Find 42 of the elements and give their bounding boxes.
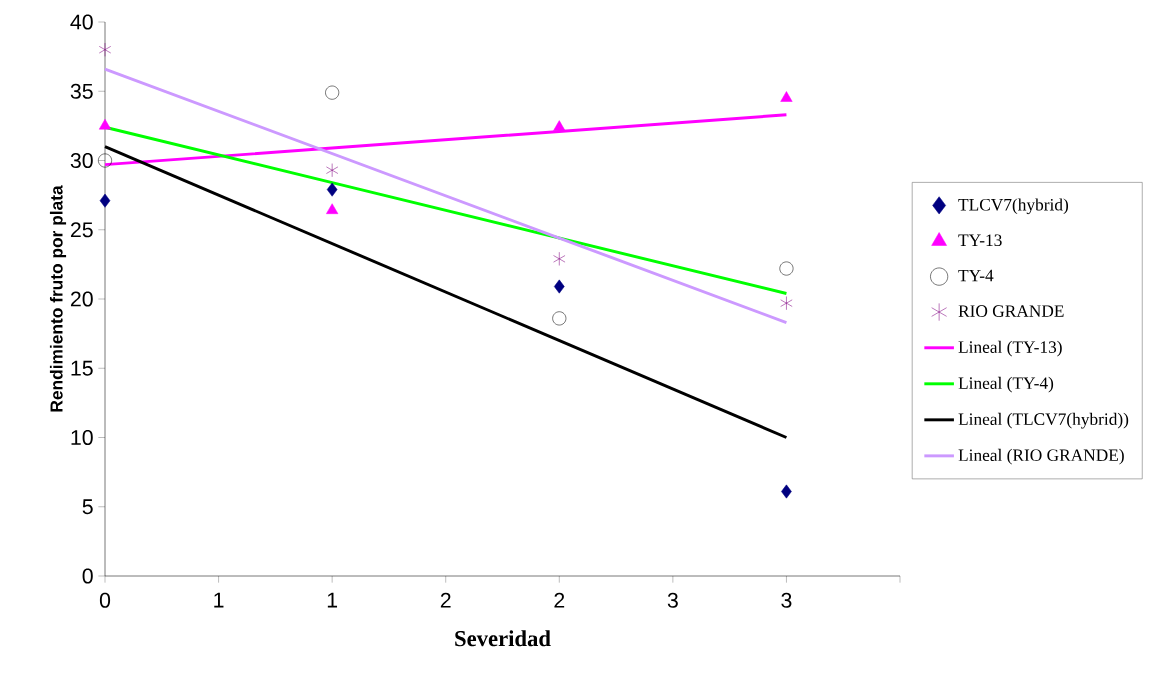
x-tick-label: 2	[440, 592, 451, 608]
point	[553, 251, 566, 266]
legend-label: TY-4	[958, 269, 994, 282]
legend-label: Lineal (TLCV7(hybrid))	[958, 412, 1129, 429]
legend-label: TY-13	[958, 234, 1002, 247]
y-tick-label: 20	[70, 291, 93, 307]
legend-label: Lineal (RIO GRANDE)	[958, 448, 1124, 465]
x-tick-label: 3	[781, 592, 792, 608]
legend-label: RIO GRANDE	[958, 305, 1064, 317]
point	[98, 153, 112, 168]
point	[98, 42, 112, 57]
point	[325, 85, 340, 100]
point	[553, 120, 566, 131]
y-tick-label: 40	[70, 14, 93, 30]
point	[554, 279, 565, 294]
y-tick-label: 25	[70, 222, 93, 238]
point	[781, 484, 792, 499]
y-tick-label: 30	[70, 152, 93, 169]
point	[326, 163, 339, 178]
x-tick-label: 0	[99, 592, 111, 608]
y-tick-label: 5	[82, 499, 93, 515]
point	[779, 261, 794, 276]
point	[326, 203, 339, 214]
legend-label: Lineal (TY-4)	[958, 376, 1054, 393]
x-tick-label: 3	[667, 592, 678, 608]
y-tick-label: 15	[71, 360, 93, 376]
x-tick-label: 2	[554, 592, 565, 608]
y-tick-label: 0	[82, 568, 93, 584]
point	[780, 91, 793, 102]
x-tick-label: 1	[214, 592, 224, 608]
legend-label: TLCV7(hybrid)	[958, 198, 1069, 215]
y-axis-title: Rendimiento fruto por plata	[49, 185, 67, 412]
y-tick-label: 10	[71, 429, 93, 446]
x-axis-title: Severidad	[455, 630, 551, 647]
point	[780, 296, 793, 311]
point	[98, 118, 112, 130]
point	[326, 182, 338, 197]
point	[99, 193, 111, 208]
y-tick-label: 35	[70, 83, 93, 99]
point	[552, 311, 567, 326]
x-tick-label: 1	[327, 592, 338, 608]
legend-label: Lineal (TY-13)	[958, 340, 1062, 357]
